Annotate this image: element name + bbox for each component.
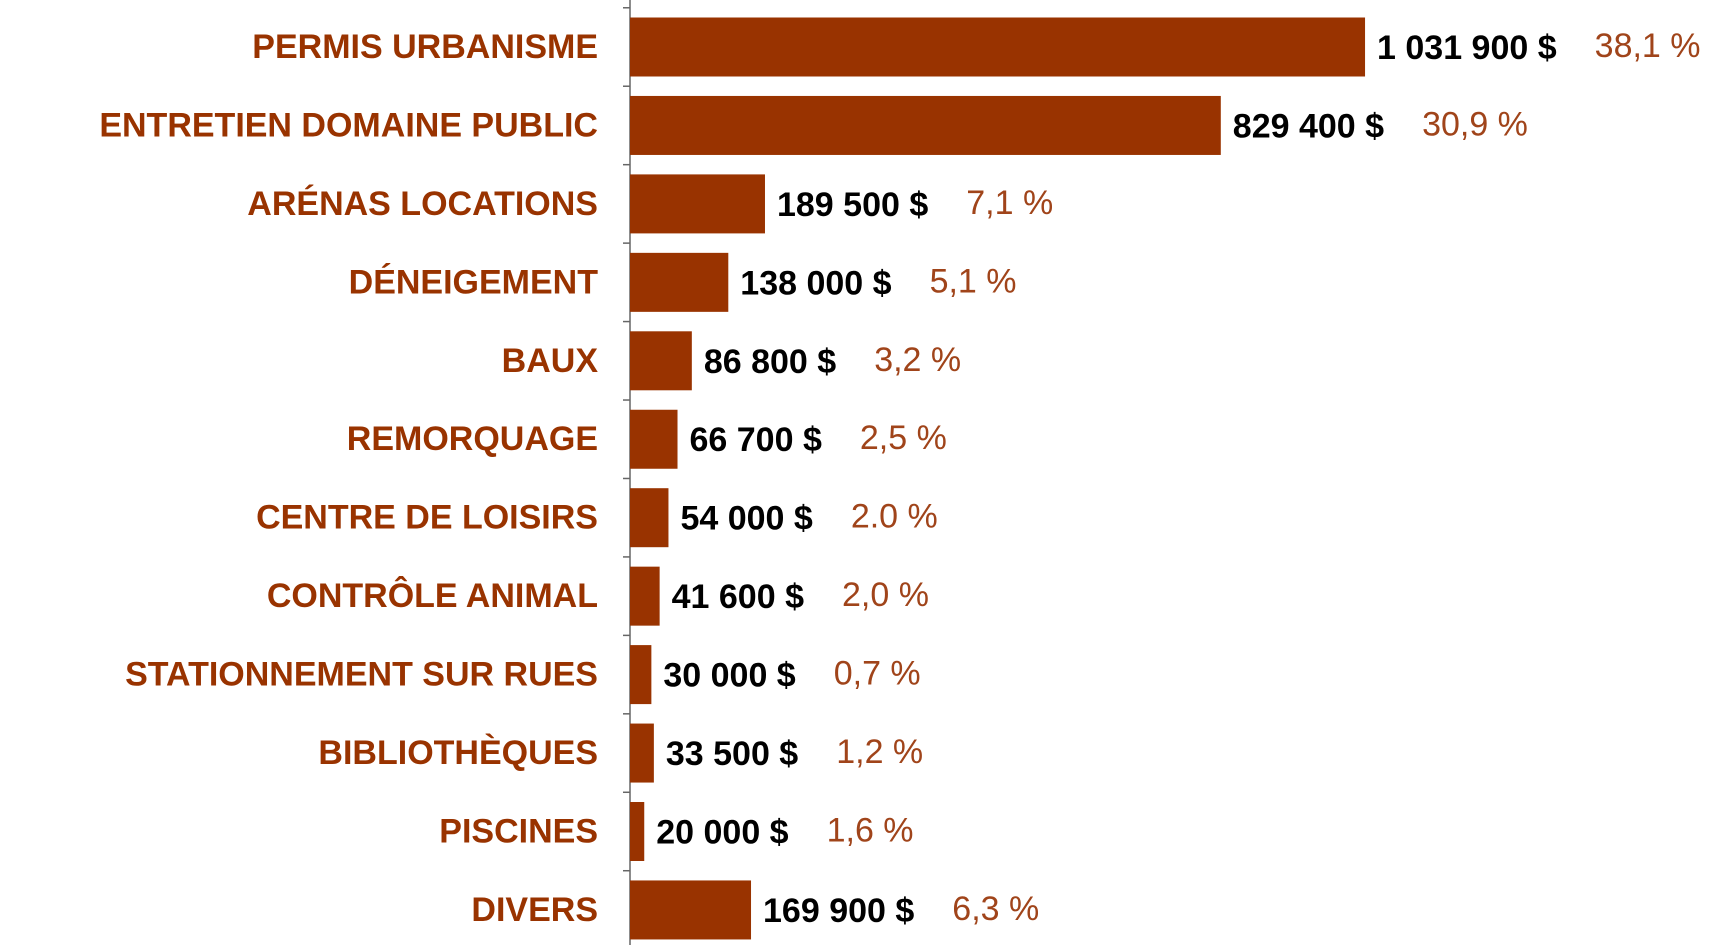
share-label: 2,5 % xyxy=(860,419,947,457)
value-label: 829 400 $ xyxy=(1233,107,1384,145)
share-label: 30,9 % xyxy=(1422,105,1528,143)
value-label: 54 000 $ xyxy=(680,500,812,538)
category-label: ENTRETIEN DOMAINE PUBLIC xyxy=(99,106,598,144)
share-label: 1,6 % xyxy=(827,811,914,849)
category-label: DIVERS xyxy=(471,891,598,929)
category-label: BIBLIOTHÈQUES xyxy=(318,734,598,772)
value-label: 33 500 $ xyxy=(666,735,798,773)
value-label: 86 800 $ xyxy=(704,343,836,381)
category-label: REMORQUAGE xyxy=(347,420,598,458)
category-label: ARÉNAS LOCATIONS xyxy=(247,185,598,223)
share-label: 5,1 % xyxy=(930,262,1017,300)
share-label: 38,1 % xyxy=(1595,27,1701,65)
value-label: 189 500 $ xyxy=(777,186,928,224)
bar xyxy=(630,645,652,705)
bar xyxy=(630,331,692,391)
bar xyxy=(630,174,765,234)
value-label: 41 600 $ xyxy=(672,578,804,616)
share-label: 2.0 % xyxy=(851,498,938,536)
share-label: 2,0 % xyxy=(842,576,929,614)
category-label: STATIONNEMENT SUR RUES xyxy=(125,656,598,694)
value-label: 169 900 $ xyxy=(763,892,914,930)
category-label: BAUX xyxy=(502,342,599,380)
bar xyxy=(630,17,1366,77)
value-label: 66 700 $ xyxy=(690,421,822,459)
bar xyxy=(630,488,669,548)
bar xyxy=(630,95,1221,155)
bar xyxy=(630,409,678,469)
share-label: 6,3 % xyxy=(952,890,1039,928)
bar xyxy=(630,566,660,626)
category-label: CONTRÔLE ANIMAL xyxy=(267,576,598,615)
value-label: 20 000 $ xyxy=(656,813,788,851)
share-label: 1,2 % xyxy=(836,733,923,771)
bar xyxy=(630,880,752,940)
value-label: 30 000 $ xyxy=(663,657,795,695)
category-label: CENTRE DE LOISIRS xyxy=(256,499,598,537)
share-label: 7,1 % xyxy=(966,184,1053,222)
share-label: 0,7 % xyxy=(834,655,921,693)
share-label: 3,2 % xyxy=(874,341,961,379)
category-label: DÉNEIGEMENT xyxy=(349,263,599,301)
category-label: PERMIS URBANISME xyxy=(252,28,598,66)
bar xyxy=(630,252,729,312)
value-label: 138 000 $ xyxy=(740,264,891,302)
category-label: PISCINES xyxy=(439,812,598,850)
bar xyxy=(630,723,654,783)
bar xyxy=(630,802,645,861)
value-label: 1 031 900 $ xyxy=(1377,29,1557,67)
